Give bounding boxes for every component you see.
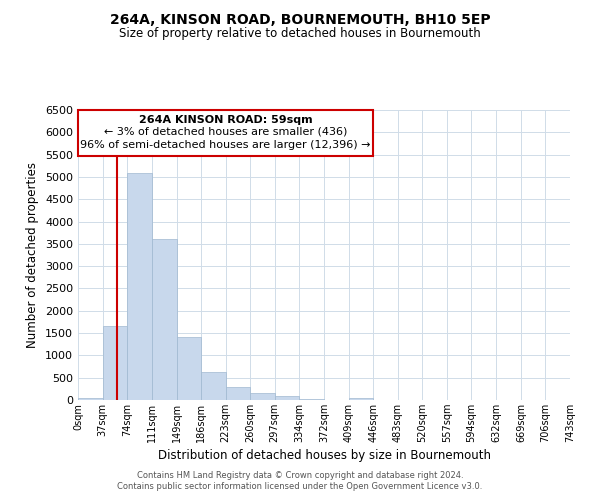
Bar [201, 372, 226, 400]
Bar [349, 398, 373, 400]
Bar [299, 399, 325, 400]
Bar [250, 394, 275, 400]
Text: 264A, KINSON ROAD, BOURNEMOUTH, BH10 5EP: 264A, KINSON ROAD, BOURNEMOUTH, BH10 5EP [110, 12, 490, 26]
Text: 264A KINSON ROAD: 59sqm: 264A KINSON ROAD: 59sqm [139, 116, 313, 126]
Bar [78, 110, 373, 156]
Bar [226, 386, 250, 400]
Y-axis label: Number of detached properties: Number of detached properties [26, 162, 40, 348]
Bar [103, 326, 127, 400]
Bar [275, 396, 299, 400]
Text: Contains HM Land Registry data © Crown copyright and database right 2024.: Contains HM Land Registry data © Crown c… [137, 471, 463, 480]
Bar [127, 174, 152, 400]
Text: Contains public sector information licensed under the Open Government Licence v3: Contains public sector information licen… [118, 482, 482, 491]
Bar [176, 336, 201, 400]
X-axis label: Distribution of detached houses by size in Bournemouth: Distribution of detached houses by size … [157, 449, 491, 462]
Text: ← 3% of detached houses are smaller (436): ← 3% of detached houses are smaller (436… [104, 127, 347, 137]
Text: 96% of semi-detached houses are larger (12,396) →: 96% of semi-detached houses are larger (… [80, 140, 371, 150]
Bar [152, 240, 176, 400]
Bar [78, 398, 103, 400]
Text: Size of property relative to detached houses in Bournemouth: Size of property relative to detached ho… [119, 28, 481, 40]
